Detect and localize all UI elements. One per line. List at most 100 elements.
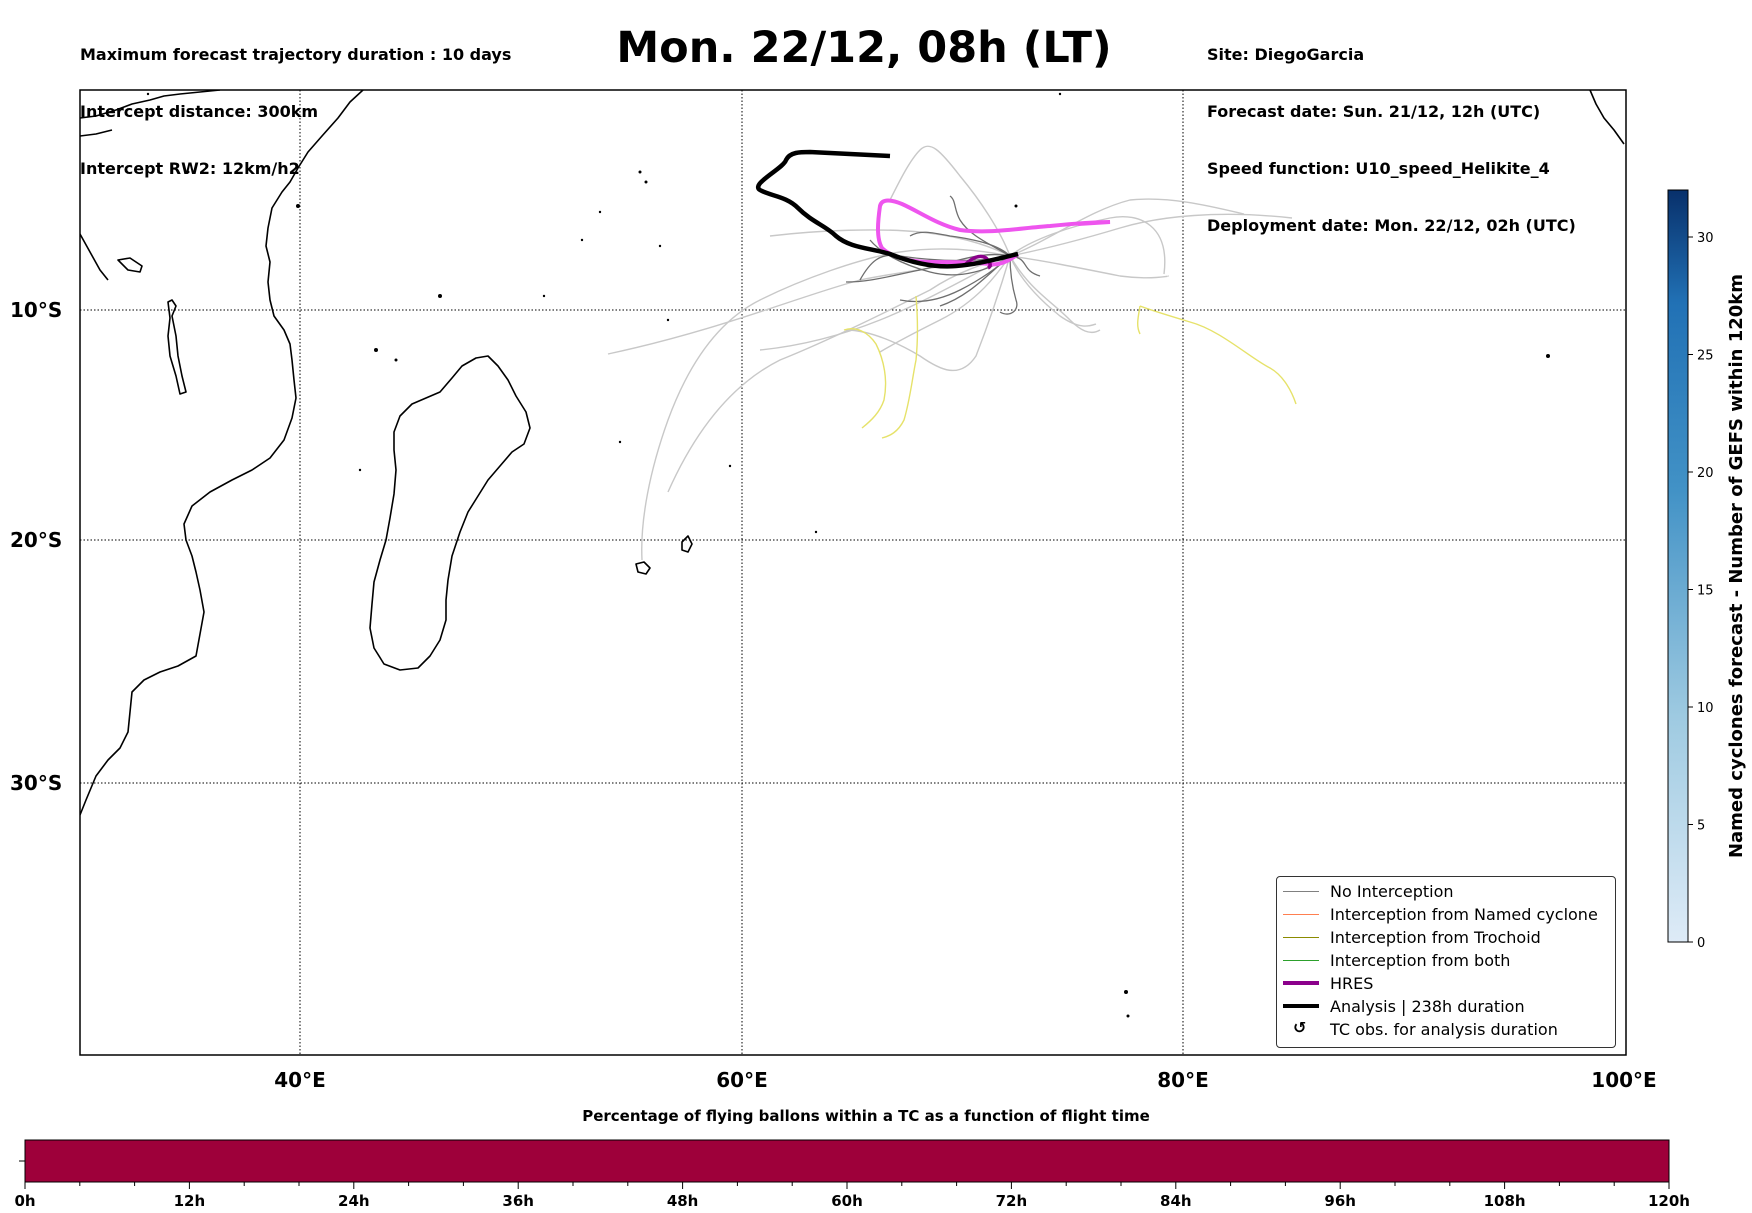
island-dot <box>598 210 602 214</box>
island-dot <box>1546 354 1550 358</box>
info-line: Speed function: U10_speed_Helikite_4 <box>1207 159 1550 178</box>
cyclone-colorbar: 0 5 10 15 20 25 30 Named cyclones forecast - N… <box>1667 189 1747 951</box>
ensemble-trajectory <box>889 145 1011 257</box>
ensemble-trajectory <box>909 231 1011 257</box>
ensemble-trajectory <box>881 295 919 439</box>
ensemble-trajectory <box>1009 198 1245 257</box>
arabia-coastline <box>80 90 221 137</box>
analysis-trajectory <box>755 149 1019 269</box>
legend-swatch <box>1283 937 1319 938</box>
island-dot <box>814 530 818 534</box>
timebar-tick-label: 12h <box>174 1192 206 1210</box>
island-dot <box>438 294 442 298</box>
ensemble-trajectory <box>1137 305 1141 335</box>
colorbar-tick-label: 20 <box>1697 466 1714 481</box>
info-line: Deployment date: Mon. 22/12, 02h (UTC) <box>1207 216 1576 235</box>
island-dot <box>186 170 190 174</box>
timebar-tick-label: 72h <box>996 1192 1028 1210</box>
param-line: Intercept RW2: 12km/h2 <box>80 159 300 178</box>
island-dot <box>1124 990 1128 994</box>
ensemble-trajectory <box>667 255 1011 493</box>
legend-swatch <box>1283 1004 1319 1008</box>
somalia-coastline-fragment <box>80 233 109 281</box>
ensemble-trajectory <box>845 253 1011 283</box>
colorbar-tick-label: 10 <box>1697 701 1714 716</box>
ensemble-trajectory <box>1009 255 1097 327</box>
timebar-tick-label: 96h <box>1324 1192 1356 1210</box>
timebar-title-text: Percentage of flying ballons within a TC… <box>582 1107 1150 1125</box>
island-dot <box>394 358 398 362</box>
island-dot <box>1126 1014 1130 1018</box>
legend-label: Interception from both <box>1330 951 1511 970</box>
mascarene-mauritius <box>681 535 693 553</box>
colorbar-gradient <box>1667 189 1689 943</box>
ensemble-trajectory <box>1009 255 1169 279</box>
legend-label: Interception from Named cyclone <box>1330 905 1598 924</box>
island-dot <box>358 468 362 472</box>
ensemble-yellow-trajectories <box>843 295 1297 439</box>
mascarene-reunion <box>635 561 651 575</box>
timebar-tick-label: 24h <box>338 1192 370 1210</box>
ensemble-trajectory <box>869 239 1011 276</box>
ensemble-trajectory <box>949 195 1011 257</box>
ensemble-trajectory <box>1139 305 1297 405</box>
ensemble-light-trajectories <box>607 145 1293 561</box>
info-line: Forecast date: Sun. 21/12, 12h (UTC) <box>1207 102 1541 121</box>
param-line: Intercept distance: 300km <box>80 102 319 121</box>
island-dot <box>618 440 622 444</box>
legend-item-hres: HRES <box>1277 972 1615 995</box>
title-text: Mon. 22/12, 08h (LT) <box>616 23 1112 73</box>
ensemble-trajectory <box>845 255 1011 372</box>
timebar-tick-label: 108h <box>1484 1192 1526 1210</box>
flight-time-bar: 0h 12h 24h 36h 48h 60h 72h 84h 96h 108h 120h <box>14 1139 1690 1210</box>
legend-item-both: Interception from both <box>1277 949 1615 972</box>
island-dot <box>666 318 670 322</box>
island-dot <box>1014 204 1018 208</box>
coastlines <box>80 90 1625 816</box>
legend-item-named-cyclone: Interception from Named cyclone <box>1277 903 1615 926</box>
island-dot <box>146 92 150 96</box>
arabia-east-coast <box>1589 90 1625 145</box>
timebar-tick-label: 0h <box>14 1192 35 1210</box>
param-line: Maximum forecast trajectory duration : 1… <box>80 45 512 64</box>
ensemble-trajectory <box>769 229 1011 257</box>
legend-item-trochoid: Interception from Trochoid <box>1277 926 1615 949</box>
island-dot <box>580 238 584 242</box>
small-islands <box>146 92 1550 1018</box>
page-title: Mon. 22/12, 08h (LT) <box>0 22 1752 74</box>
legend-item-no-interception: No Interception <box>1277 880 1615 903</box>
ensemble-trajectory <box>999 255 1018 315</box>
colorbar-tick-label: 30 <box>1697 231 1714 246</box>
legend-swatch <box>1283 914 1319 915</box>
island-dot <box>374 348 378 352</box>
comoros-seychelles-islands <box>167 299 187 395</box>
ensemble-trajectory <box>843 328 887 429</box>
socotra-island <box>117 257 143 273</box>
lon-tick-label: 100°E <box>1591 1068 1656 1092</box>
island-dot <box>1058 92 1062 96</box>
colorbar-tick-label: 0 <box>1697 936 1705 951</box>
timebar-fill <box>24 1139 1670 1183</box>
legend-swatch <box>1283 981 1319 985</box>
africa-coastline <box>80 90 364 816</box>
hres-trajectory-dark-segment <box>964 254 992 270</box>
ensemble-trajectory <box>879 255 1011 353</box>
lat-tick-label: 30°S <box>10 771 62 795</box>
lon-tick-label: 60°E <box>716 1068 768 1092</box>
site-info: Site: DiegoGarcia Forecast date: Sun. 21… <box>1207 7 1576 254</box>
legend-label: No Interception <box>1330 882 1454 901</box>
legend-label: Interception from Trochoid <box>1330 928 1541 947</box>
map-gridlines <box>80 90 1626 1055</box>
legend-item-tc-obs: ↺ TC obs. for analysis duration <box>1277 1018 1615 1041</box>
colorbar-label: Named cyclones forecast - Number of GEFS… <box>1726 274 1747 858</box>
legend-swatch <box>1283 891 1319 892</box>
map-legend: No Interception Interception from Named … <box>1276 876 1616 1048</box>
island-dot <box>296 204 300 208</box>
timebar-tick-label: 36h <box>502 1192 534 1210</box>
lon-tick-label: 40°E <box>274 1068 326 1092</box>
colorbar-ticks: 0 5 10 15 20 25 30 <box>1688 231 1714 951</box>
ensemble-trajectory <box>1009 216 1166 275</box>
colorbar-tick-label: 5 <box>1697 819 1705 834</box>
madagascar-coastline <box>369 355 531 671</box>
